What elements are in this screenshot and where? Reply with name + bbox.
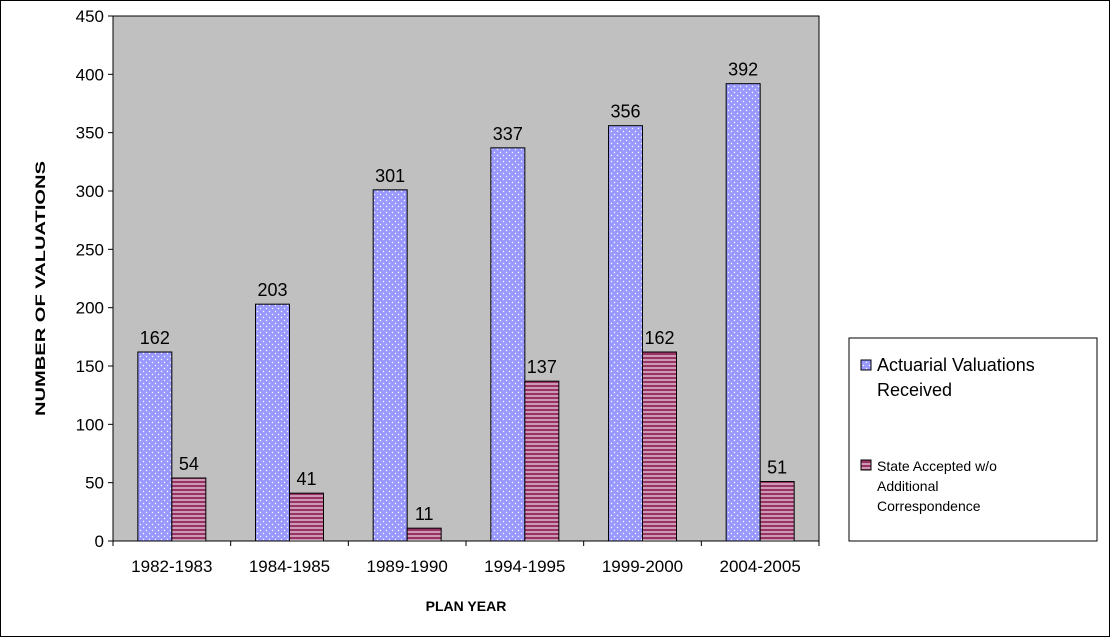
legend-label: Additional [877,478,939,494]
data-label: 162 [140,328,170,348]
data-label: 392 [728,60,758,80]
data-label: 137 [527,357,557,377]
bar-received-1999-2000 [608,125,643,542]
data-label: 203 [257,280,287,300]
y-tick-label: 0 [95,532,104,551]
data-label: 51 [767,458,787,478]
bar-received-1994-1995 [490,147,526,542]
data-label: 337 [493,124,523,144]
bar-received-1984-1985 [255,303,290,542]
y-tick-label: 300 [76,182,104,201]
bar-accepted-1999-2000 [642,351,677,542]
data-label: 41 [296,469,316,489]
data-label: 301 [375,166,405,186]
legend-box [848,337,1098,542]
bar-accepted-1994-1995 [524,380,560,542]
legend: Actuarial Valuations Received State Accept… [848,337,1098,542]
legend-label: Received [877,380,952,400]
y-tick-label: 350 [76,124,104,143]
x-tick-label: 1989-1990 [367,557,448,576]
bar-received-1989-1990 [372,189,408,542]
legend-label: State Accepted w/o [877,458,997,474]
y-tick-label: 100 [76,415,104,434]
y-tick-label: 150 [76,357,104,376]
x-tick-label: 1999-2000 [602,557,683,576]
bar-accepted-1984-1985 [289,492,324,542]
bar-accepted-2004-2005 [759,481,795,542]
y-tick-label: 450 [76,7,104,26]
data-label: 54 [179,454,199,474]
legend-label: Correspondence [877,498,981,514]
y-tick-label: 50 [85,474,104,493]
legend-label: Actuarial Valuations [877,355,1035,375]
legend-swatch [860,459,872,471]
bar-received-2004-2005 [725,83,761,542]
bar-accepted-1989-1990 [406,527,442,542]
data-label: 162 [644,328,674,348]
bars-group: 162 54 203 41 301 11 337 137 356 162 392 51 [137,60,795,542]
x-tick-label: 1984-1985 [249,557,330,576]
y-axis-title: NUMBER OF VALUATIONS [32,161,48,416]
y-tick-label: 400 [76,65,104,84]
bar-received-1982-1983 [137,351,173,542]
legend-swatch [860,359,872,371]
data-label: 11 [415,504,434,524]
x-axis: 1982-1983 1984-1985 1989-1990 1994-1995 1999… [112,540,820,576]
x-tick-label: 1982-1983 [131,557,212,576]
y-tick-label: 250 [76,240,104,259]
y-tick-label: 200 [76,299,104,318]
y-axis: 0 50 100 150 200 250 300 350 400 450 [76,7,114,551]
data-label: 356 [610,102,640,122]
bar-accepted-1982-1983 [171,477,207,542]
plot-area [112,15,820,542]
x-tick-label: 1994-1995 [484,557,565,576]
x-tick-label: 2004-2005 [720,557,801,576]
x-axis-title: PLAN YEAR [426,598,507,614]
